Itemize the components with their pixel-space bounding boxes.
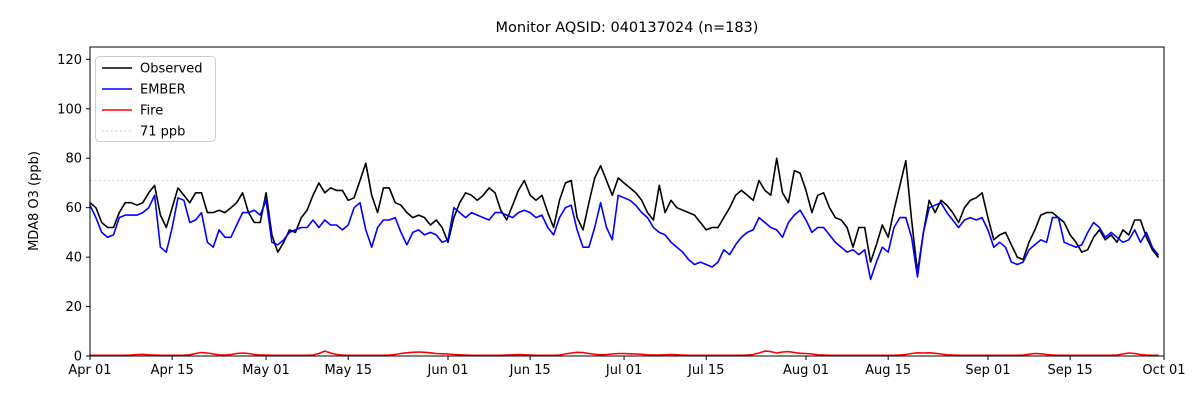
legend-label-fire: Fire <box>140 104 163 119</box>
series-line-ember <box>89 194 1159 281</box>
x-tick-label: Sep 01 <box>965 363 1010 378</box>
y-tick-label: 0 <box>74 350 82 365</box>
y-tick-label: 60 <box>65 201 82 216</box>
series-layer <box>89 157 1159 357</box>
plot-border <box>89 46 1165 357</box>
legend: Observed EMBER Fire 71 ppb <box>95 56 216 142</box>
x-tick-label: Sep 15 <box>1048 363 1093 378</box>
series-line-observed <box>89 157 1159 273</box>
x-tick-label: Jun 15 <box>509 363 551 378</box>
y-axis-label: MDA8 O3 (ppb) <box>27 151 42 251</box>
legend-label-ember: EMBER <box>140 83 186 98</box>
x-tick-label: Jun 01 <box>427 363 469 378</box>
y-tick-label: 20 <box>65 300 82 315</box>
x-tick-label: May 01 <box>242 363 290 378</box>
x-tick-label: Aug 15 <box>865 363 911 378</box>
axis-ticks-layer: Apr 01 Apr 15 May 01 May 15 Jun 01 Jun 15 Jul … <box>57 53 1185 378</box>
legend-box <box>95 56 216 142</box>
plot-area <box>90 47 1164 356</box>
chart-title: Monitor AQSID: 040137024 (n=183) <box>496 20 759 36</box>
y-tick-label: 40 <box>65 251 82 266</box>
x-tick-label: Jul 15 <box>687 363 724 378</box>
x-tick-label: Jul 01 <box>605 363 642 378</box>
y-tick-label: 120 <box>57 53 82 68</box>
y-tick-label: 80 <box>65 152 82 167</box>
legend-label-observed: Observed <box>140 62 203 77</box>
x-tick-label: Aug 01 <box>783 363 829 378</box>
x-tick-label: Apr 15 <box>151 363 194 378</box>
x-tick-label: May 15 <box>324 363 372 378</box>
x-tick-label: Oct 01 <box>1142 363 1185 378</box>
legend-label-threshold: 71 ppb <box>140 125 185 140</box>
y-tick-label: 100 <box>57 102 82 117</box>
series-line-fire <box>89 350 1159 357</box>
x-tick-label: Apr 01 <box>68 363 111 378</box>
